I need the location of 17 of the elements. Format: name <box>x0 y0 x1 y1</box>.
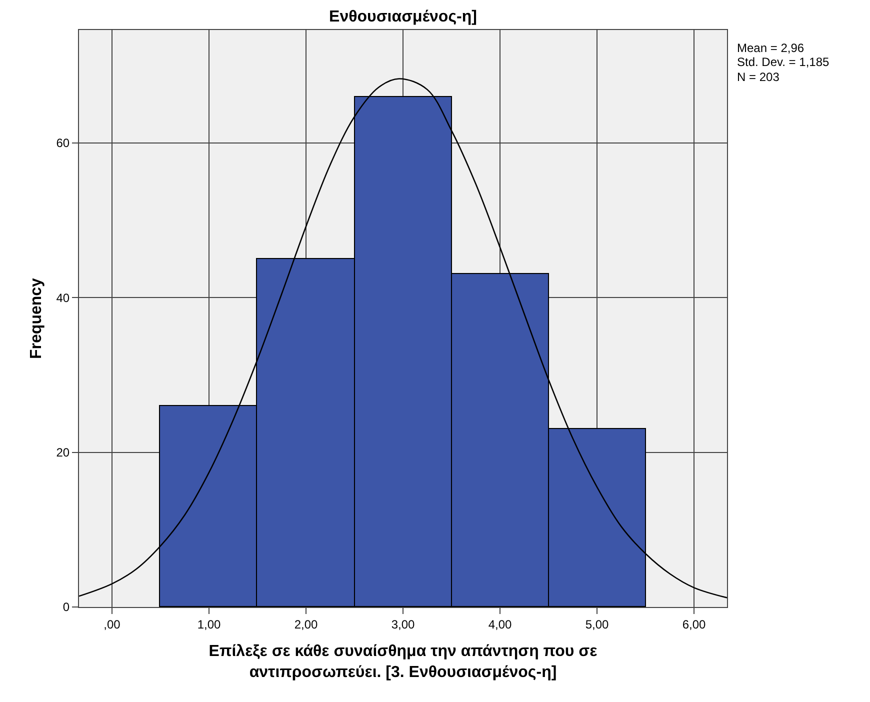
y-tick-label: 0 <box>62 600 70 614</box>
chart-title: Ενθουσιασμένος-η] <box>329 8 477 26</box>
x-tick-label: 2,00 <box>294 617 318 632</box>
x-tick-label: 5,00 <box>585 617 610 632</box>
x-tick-label: ,00 <box>104 617 121 632</box>
y-axis-title: Frequency <box>28 278 46 359</box>
x-tick-label: 4,00 <box>488 617 512 632</box>
text: Std. Dev. = 1,185 <box>737 55 830 69</box>
y-tick-label: 40 <box>56 290 70 305</box>
y-tick-label: 20 <box>56 446 70 460</box>
x-tick-label: 6,00 <box>682 617 706 632</box>
x-tick-label: 1,00 <box>197 617 221 632</box>
y-tick-label: 60 <box>56 136 70 150</box>
text: N = 203 <box>737 70 780 84</box>
text: Mean = 2,96 <box>737 41 804 55</box>
x-tick-label: 3,00 <box>391 617 415 632</box>
x-axis-title: Επίλεξε σε κάθε συναίσθημα την απάντηση που σε αντιπροσωπεύει. [3. Ενθουσιασμένος-η] <box>208 643 598 681</box>
